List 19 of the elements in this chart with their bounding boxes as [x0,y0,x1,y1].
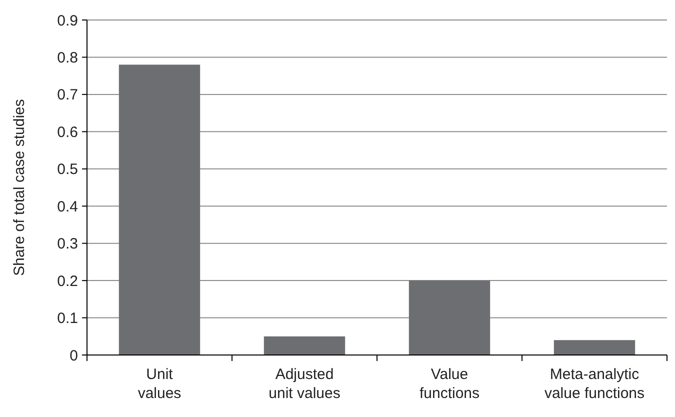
y-axis-title: Share of total case studies [11,99,28,276]
y-tick-label: 0.2 [57,272,78,290]
y-tick-label: 0.5 [57,161,78,178]
y-tick-label: 0.6 [57,124,78,141]
bar [264,336,346,355]
y-tick-label: 0.1 [57,310,78,328]
bar [554,340,636,355]
bar [118,64,200,355]
x-tick-label: Value functions [419,366,480,402]
bar [408,280,490,355]
y-tick-label: 0.3 [57,236,78,253]
x-tick-label: Adjusted unit values [268,366,340,402]
y-tick-label: 0.4 [57,198,78,216]
y-tick-label: 0.9 [57,12,78,30]
x-tick-label: Unit values [138,366,182,402]
y-tick-label: 0.7 [57,86,78,104]
y-tick-label: 0.8 [57,49,78,66]
x-tick-label: Meta-analytic value functions [544,366,645,402]
y-tick-label: 0 [70,347,78,364]
